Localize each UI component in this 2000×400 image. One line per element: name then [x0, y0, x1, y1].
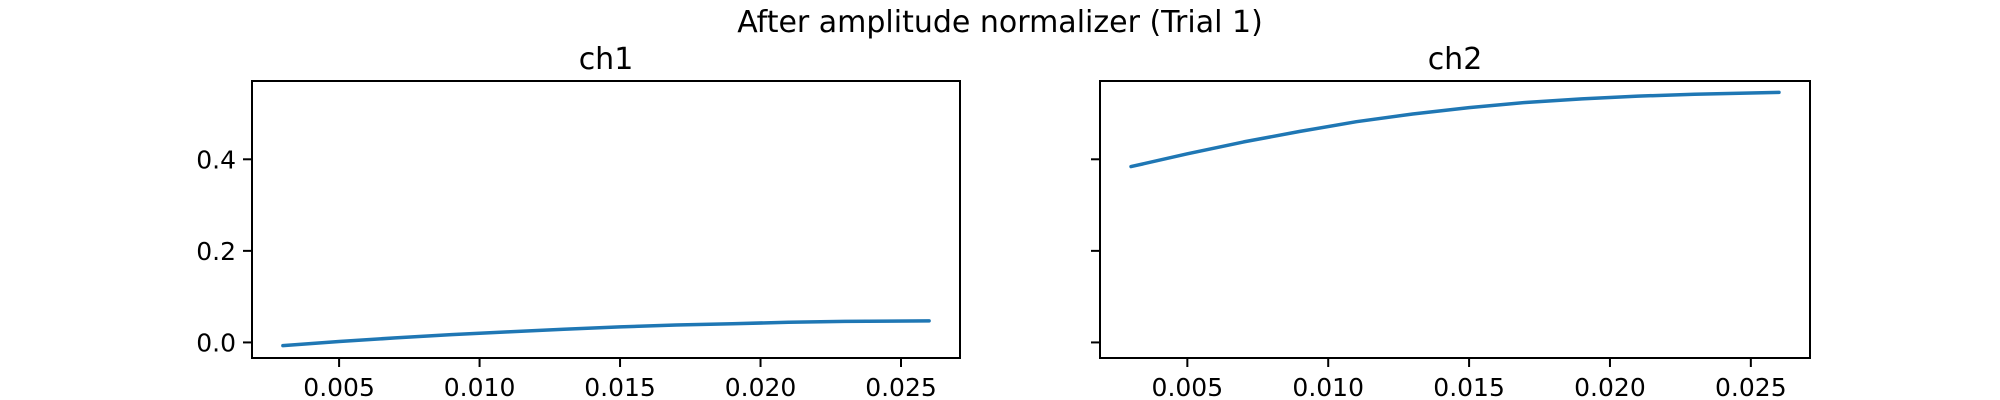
y-tick-label: 0.0	[196, 328, 236, 357]
series-line-1	[1129, 90, 1781, 169]
figure-title: After amplitude normalizer (Trial 1)	[737, 5, 1263, 40]
plot-frame	[251, 80, 961, 359]
x-tick-label: 0.020	[1574, 373, 1646, 400]
x-tick-label: 0.005	[303, 373, 375, 400]
plot-frame	[1099, 80, 1811, 359]
x-tick-label: 0.025	[1715, 373, 1787, 400]
x-tick-label: 0.005	[1152, 373, 1224, 400]
x-tick-label: 0.015	[584, 373, 656, 400]
panel-2: ch2 0.005 0.010 0.015 0.020 0.025	[1091, 42, 1811, 400]
x-tick-label: 0.010	[1292, 373, 1364, 400]
x-tick-label: 0.020	[725, 373, 797, 400]
x-tick-label: 0.015	[1433, 373, 1505, 400]
x-tick-label: 0.025	[865, 373, 937, 400]
y-tick-label: 0.4	[196, 145, 236, 174]
x-tick-label: 0.010	[444, 373, 516, 400]
panel-title: ch2	[1428, 42, 1483, 77]
series-line-1	[281, 319, 931, 348]
panel-title: ch1	[579, 42, 634, 77]
panel-1: ch1 0.005 0.010 0.015 0.020 0.025 0.0 0.2 0.4	[196, 42, 961, 400]
y-tick-label: 0.2	[196, 237, 236, 266]
